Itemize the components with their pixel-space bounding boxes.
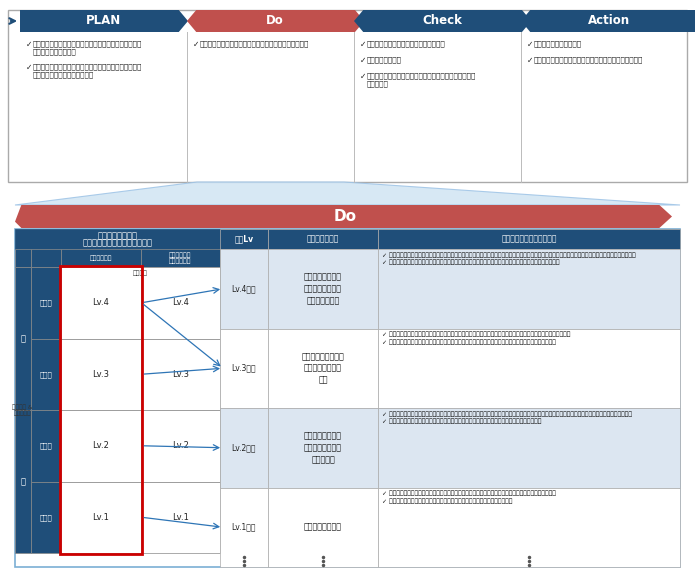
Text: Lv.2: Lv.2 [92,441,109,450]
Text: ✓ ターゲット顧客のビジネスマンは日頃は念しいため、なかなか自身の健康を気遣う時間や余裕がない。出張の時だからこそ、時間的な余裕が生まれる
✓ 簡易的な健康診断: ✓ ターゲット顧客のビジネスマンは日頃は念しいため、なかなか自身の健康を気遣う時… [382,411,632,424]
Polygon shape [15,205,672,228]
Text: 顧客の趣味や好み
にあった寝具や書
籍、飲料を用意: 顧客の趣味や好み にあった寝具や書 籍、飲料を用意 [304,273,342,305]
Bar [15,229,680,567]
Text: ✓: ✓ [360,40,366,49]
Text: ビジネスホテルの: ビジネスホテルの [97,232,138,240]
Text: ジムやランニングス
テーションの無料
利用: ジムやランニングス テーションの無料 利用 [302,352,345,385]
Bar [378,249,680,328]
Bar [268,488,378,567]
Text: ビジネスマン
以外（観光）: ビジネスマン 以外（観光） [169,252,192,264]
Bar [60,266,142,554]
Text: ✓: ✓ [527,56,533,65]
Text: ビジネスマン: ビジネスマン [90,255,112,261]
Bar [31,249,61,267]
Text: Lv.1: Lv.1 [172,513,188,522]
Bar [140,249,220,267]
Bar [61,410,140,481]
Bar [15,410,31,553]
Text: ✓: ✓ [527,40,533,49]
Bar [31,410,61,481]
Bar [61,249,140,267]
Text: PLAN: PLAN [86,14,121,28]
Text: 施策効果として、利益貢献度合いを検証（売上やコスト
の貢献等）: 施策効果として、利益貢献度合いを検証（売上やコスト の貢献等） [367,72,476,87]
Text: 優遇施策（例）: 優遇施策（例） [306,235,339,243]
Text: 顧客ロイヤリティの把握フレームワークより、セグメン
テーション仮説を導出: 顧客ロイヤリティの把握フレームワークより、セグメン テーション仮説を導出 [33,40,142,55]
Text: 顧客セグメンテーション（例）: 顧客セグメンテーション（例） [83,239,152,247]
Text: Lv.4: Lv.4 [92,298,109,307]
Polygon shape [15,182,680,205]
Text: Check: Check [422,14,462,28]
Text: Lv.3: Lv.3 [92,370,109,379]
Bar [268,249,378,328]
Bar [15,249,31,267]
Text: 顧客セグメントごとの顧客属性・行動特性を踏まえ、顧
客ロイヤリティのランクを定義: 顧客セグメントごとの顧客属性・行動特性を踏まえ、顧 客ロイヤリティのランクを定義 [33,63,142,78]
Bar [8,10,687,182]
Text: 低: 低 [20,477,26,486]
Bar [268,229,378,249]
Bar [61,339,140,410]
Text: ✓: ✓ [360,56,366,65]
Text: 利用頻度 &
定期不定期: 利用頻度 & 定期不定期 [12,404,32,416]
Text: 必要に応じ、顧客セグメンテーションやランクの見直し: 必要に応じ、顧客セグメンテーションやランクの見直し [534,56,644,63]
Text: 施策の絞り込み・見直し: 施策の絞り込み・見直し [534,40,582,47]
Bar [378,229,680,249]
Text: 顧客の反応を評価: 顧客の反応を評価 [367,56,402,63]
Text: Lv.3以上: Lv.3以上 [231,364,256,373]
Text: 高: 高 [20,334,26,343]
Bar [15,267,31,410]
Bar [61,481,140,553]
Bar [220,229,268,249]
Bar [378,408,680,488]
Text: ✓: ✓ [26,63,33,72]
Text: ✓ ターゲット顧客は、出張等の頻度は多いものの、不定期に発生するため、急なスケジュール変更の発生
✓ 直前のキャンセル料を無料化することで、顧客は次回も安心して: ✓ ターゲット顧客は、出張等の頻度は多いものの、不定期に発生するため、急なスケジ… [382,490,556,504]
Text: 適用Lv: 適用Lv [234,235,254,243]
Polygon shape [521,10,695,32]
Text: Lv.2以上: Lv.2以上 [231,443,256,453]
Text: 優遇施策の理由、想定効果: 優遇施策の理由、想定効果 [501,235,557,243]
Text: 健康診断サービス
（過去の診断結果
との比較）: 健康診断サービス （過去の診断結果 との比較） [304,431,342,464]
Text: Lv.3: Lv.3 [172,370,189,379]
Bar [140,267,220,339]
Bar [15,229,220,249]
Text: Lv.4以上: Lv.4以上 [231,284,256,293]
Bar [31,267,61,339]
Bar [31,481,61,553]
Bar [220,408,268,488]
Bar [140,339,220,410]
Text: Do: Do [266,14,284,28]
Bar [220,488,268,567]
Bar [378,488,680,567]
Bar [31,339,61,410]
Text: 顧客セグメントのランクに応じた優遇施策を考案、実施: 顧客セグメントのランクに応じた優遇施策を考案、実施 [200,40,309,47]
Text: Action: Action [588,14,630,28]
Text: 定期的: 定期的 [40,300,52,306]
Text: 不定期: 不定期 [40,371,52,378]
Text: Lv.1: Lv.1 [92,513,109,522]
Text: Lv.1以上: Lv.1以上 [231,523,256,532]
Text: ✓: ✓ [193,40,199,49]
Polygon shape [20,10,188,32]
Bar [378,328,680,408]
Polygon shape [354,10,531,32]
Text: Lv.4: Lv.4 [172,298,188,307]
Text: 利用用途: 利用用途 [133,270,148,275]
Text: ✓ ターゲット顧客は、日常的に出張等の頻度が多いため、どのホテルも標準的・均一的なベッドや枝・布団などが用意されてしまうため飽きてしまいがち
✓ その顧客の趣味: ✓ ターゲット顧客は、日常的に出張等の頻度が多いため、どのホテルも標準的・均一的… [382,252,636,265]
Text: キャンセル料無料: キャンセル料無料 [304,523,342,532]
Bar [140,481,220,553]
Bar [61,267,140,339]
Text: 定期的: 定期的 [40,442,52,449]
Text: ✓: ✓ [26,40,33,49]
Text: 不定期: 不定期 [40,514,52,520]
Text: ✓ ターゲット顧客は、出張等の頻度は多いため、出来るだけ健康的な生活・日常的な生活を送りたいと考えている
✓ 健康意識の高いビジネスに向けて、ジムやランニングを: ✓ ターゲット顧客は、出張等の頻度は多いため、出来るだけ健康的な生活・日常的な生… [382,332,571,344]
Bar [268,328,378,408]
Bar [220,249,268,328]
Text: Lv.2: Lv.2 [172,441,188,450]
Text: 施策に対する顧客の反応をモニタリング: 施策に対する顧客の反応をモニタリング [367,40,445,47]
Text: ✓: ✓ [360,72,366,81]
Bar [268,408,378,488]
Bar [140,410,220,481]
Polygon shape [187,10,364,32]
Text: Do: Do [334,209,357,224]
Bar [220,328,268,408]
